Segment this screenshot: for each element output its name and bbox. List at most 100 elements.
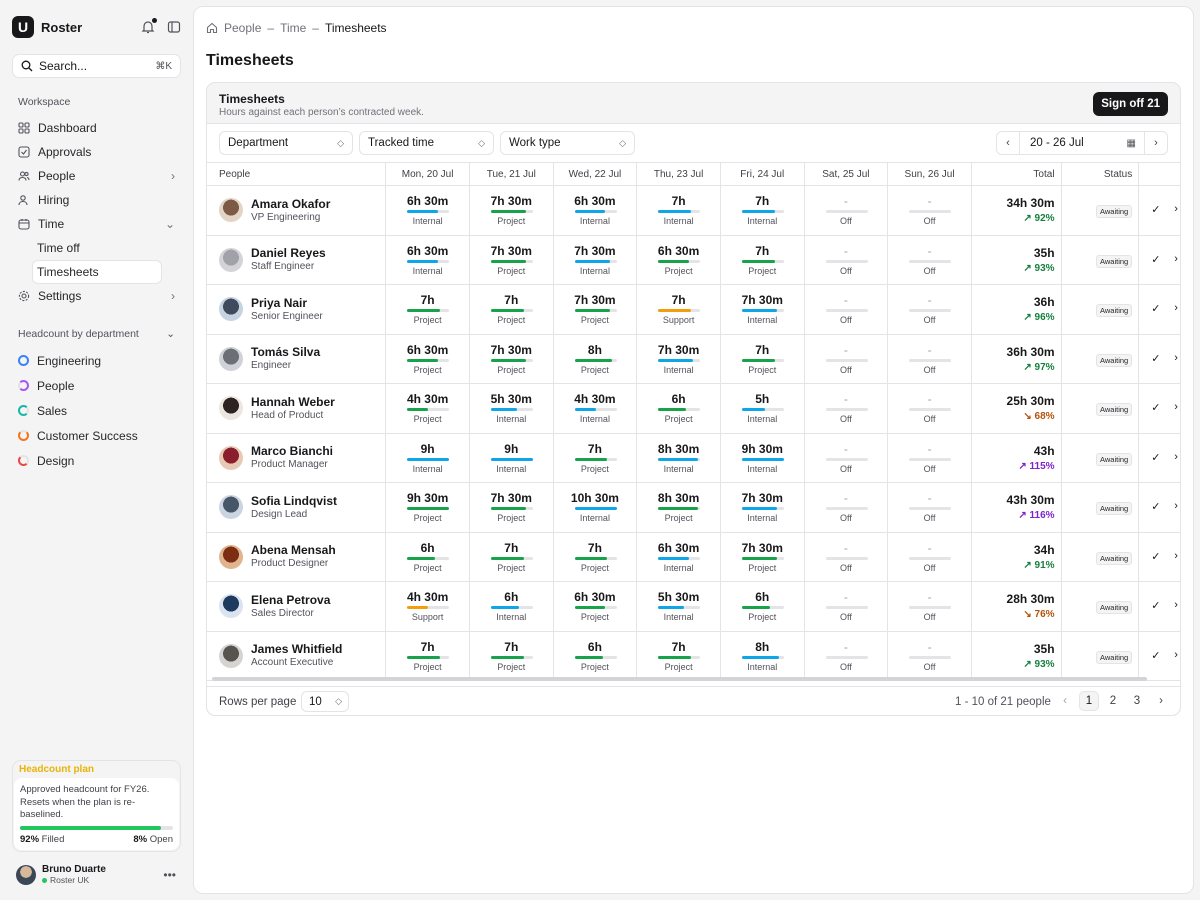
day-cell[interactable]: 6h Internal bbox=[470, 582, 554, 631]
day-cell[interactable]: 7h 30m Project bbox=[470, 483, 554, 532]
day-cell[interactable]: 4h 30m Project bbox=[386, 384, 470, 433]
chevron-right-icon[interactable]: › bbox=[1174, 252, 1178, 265]
approve-check-icon[interactable]: ✓ bbox=[1151, 402, 1161, 414]
day-cell[interactable]: 9h Internal bbox=[470, 433, 554, 482]
person-cell[interactable]: Marco Bianchi Product Manager bbox=[207, 433, 387, 482]
day-cell[interactable]: 8h 30m Project bbox=[637, 483, 721, 532]
chevron-right-icon[interactable]: › bbox=[1174, 599, 1178, 611]
day-cell[interactable]: 5h 30m Internal bbox=[470, 384, 554, 433]
approve-check-icon[interactable]: ✓ bbox=[1151, 253, 1161, 266]
day-cell[interactable]: 7h Support bbox=[637, 285, 721, 334]
day-cell[interactable]: 6h 30m Internal bbox=[386, 235, 470, 284]
table-row[interactable]: Tomás Silva Engineer 6h 30m Project 7h 3… bbox=[207, 334, 1180, 384]
day-cell[interactable]: - Off bbox=[888, 582, 972, 631]
sidebar-item-dashboard[interactable]: Dashboard bbox=[12, 116, 181, 140]
breadcrumb-people[interactable]: People bbox=[224, 21, 262, 35]
sidebar-item-time[interactable]: Time ⌄ bbox=[12, 212, 181, 236]
headcount-section-header[interactable]: Headcount by department ⌄ bbox=[18, 328, 175, 340]
day-cell[interactable]: 10h 30m Internal bbox=[554, 483, 638, 532]
day-cell[interactable]: 8h Project bbox=[554, 334, 638, 383]
day-cell[interactable]: 7h 30m Project bbox=[470, 235, 554, 284]
day-cell[interactable]: 7h Internal bbox=[721, 186, 805, 235]
day-cell[interactable]: 6h Project bbox=[721, 582, 805, 631]
day-cell[interactable]: 6h 30m Internal bbox=[554, 186, 638, 235]
sidebar-item-settings[interactable]: Settings › bbox=[12, 284, 181, 308]
bell-icon[interactable] bbox=[141, 18, 157, 34]
day-cell[interactable]: - Off bbox=[805, 582, 889, 631]
day-cell[interactable]: - Off bbox=[888, 384, 972, 433]
search-input[interactable]: Search... ⌘K bbox=[12, 54, 181, 78]
work-type-filter[interactable]: Work type ◇ bbox=[500, 131, 635, 155]
home-icon[interactable] bbox=[206, 22, 218, 34]
person-cell[interactable]: Sofia Lindqvist Design Lead bbox=[207, 483, 387, 532]
sidebar-item-people[interactable]: People › bbox=[12, 164, 181, 188]
person-cell[interactable]: Daniel Reyes Staff Engineer bbox=[207, 235, 387, 284]
chevron-right-icon[interactable]: › bbox=[1174, 450, 1178, 463]
person-cell[interactable]: Priya Nair Senior Engineer bbox=[207, 285, 387, 334]
day-cell[interactable]: - Off bbox=[888, 285, 972, 334]
day-cell[interactable]: - Off bbox=[888, 235, 972, 284]
day-cell[interactable]: 6h 30m Project bbox=[637, 235, 721, 284]
chevron-right-icon[interactable]: › bbox=[1174, 648, 1178, 661]
day-cell[interactable]: - Off bbox=[805, 186, 889, 235]
roster-logo[interactable]: U bbox=[12, 16, 34, 38]
rows-per-page-select[interactable]: 10 ◇ bbox=[301, 691, 349, 712]
day-cell[interactable]: 6h 30m Project bbox=[386, 334, 470, 383]
table-row[interactable]: Marco Bianchi Product Manager 9h Interna… bbox=[207, 433, 1180, 483]
day-cell[interactable]: 6h 30m Internal bbox=[637, 532, 721, 581]
table-row[interactable]: Hannah Weber Head of Product 4h 30m Proj… bbox=[207, 384, 1180, 434]
approve-check-icon[interactable]: ✓ bbox=[1151, 649, 1161, 662]
day-cell[interactable]: 7h Internal bbox=[637, 186, 721, 235]
day-cell[interactable]: - Off bbox=[888, 532, 972, 581]
day-cell[interactable]: 7h 30m Project bbox=[554, 285, 638, 334]
tracked-time-filter[interactable]: Tracked time ◇ bbox=[359, 131, 494, 155]
day-cell[interactable]: 6h Project bbox=[386, 532, 470, 581]
breadcrumb-time[interactable]: Time bbox=[280, 21, 307, 35]
date-range-field[interactable]: 20 - 26 Jul ▦ bbox=[1019, 132, 1145, 154]
day-cell[interactable]: 7h 30m Project bbox=[721, 532, 805, 581]
day-cell[interactable]: 9h Internal bbox=[386, 433, 470, 482]
day-cell[interactable]: 4h 30m Internal bbox=[554, 384, 638, 433]
day-cell[interactable]: 7h Project bbox=[554, 532, 638, 581]
day-cell[interactable]: 7h 30m Internal bbox=[721, 483, 805, 532]
day-cell[interactable]: 9h 30m Internal bbox=[721, 433, 805, 482]
day-cell[interactable]: - Off bbox=[888, 334, 972, 383]
day-cell[interactable]: 7h Project bbox=[721, 235, 805, 284]
page-button-3[interactable]: 3 bbox=[1133, 695, 1141, 707]
dept-item-engineering[interactable]: Engineering bbox=[12, 348, 181, 373]
table-row[interactable]: Elena Petrova Sales Director 4h 30m Supp… bbox=[207, 582, 1180, 632]
sidebar-toggle-icon[interactable] bbox=[167, 20, 181, 34]
table-row[interactable]: Daniel Reyes Staff Engineer 6h 30m Inter… bbox=[207, 235, 1180, 285]
previous-week-button[interactable]: ‹ bbox=[1006, 137, 1010, 149]
sign-off-button[interactable]: Sign off 21 bbox=[1093, 92, 1168, 116]
dept-item-customer-success[interactable]: Customer Success bbox=[12, 423, 181, 448]
dept-item-people[interactable]: People bbox=[12, 373, 181, 398]
approve-check-icon[interactable]: ✓ bbox=[1151, 600, 1161, 612]
day-cell[interactable]: 7h 30m Internal bbox=[637, 334, 721, 383]
day-cell[interactable]: 7h 30m Project bbox=[470, 334, 554, 383]
day-cell[interactable]: - Off bbox=[805, 483, 889, 532]
table-row[interactable]: Amara Okafor VP Engineering 6h 30m Inter… bbox=[207, 186, 1180, 236]
dept-item-design[interactable]: Design bbox=[12, 448, 181, 473]
day-cell[interactable]: 7h Project bbox=[470, 285, 554, 334]
approve-check-icon[interactable]: ✓ bbox=[1151, 303, 1161, 315]
table-row[interactable]: Priya Nair Senior Engineer 7h Project 7h… bbox=[207, 285, 1180, 335]
day-cell[interactable]: 7h Project bbox=[470, 532, 554, 581]
page-button-2[interactable]: 2 bbox=[1109, 695, 1117, 707]
day-cell[interactable]: 7h Project bbox=[386, 631, 470, 680]
more-icon[interactable]: ••• bbox=[163, 867, 176, 882]
day-cell[interactable]: 7h Project bbox=[721, 334, 805, 383]
previous-page-button[interactable]: ‹ bbox=[1063, 695, 1067, 707]
day-cell[interactable]: 4h 30m Support bbox=[386, 582, 470, 631]
chevron-right-icon[interactable]: › bbox=[1174, 549, 1178, 562]
day-cell[interactable]: 8h 30m Internal bbox=[637, 433, 721, 482]
next-week-button[interactable]: › bbox=[1154, 137, 1158, 149]
day-cell[interactable]: - Off bbox=[805, 235, 889, 284]
table-row[interactable]: Sofia Lindqvist Design Lead 9h 30m Proje… bbox=[207, 483, 1180, 533]
chevron-right-icon[interactable]: › bbox=[1174, 351, 1178, 364]
chevron-right-icon[interactable]: › bbox=[1174, 401, 1178, 413]
day-cell[interactable]: 7h 30m Project bbox=[470, 186, 554, 235]
day-cell[interactable]: - Off bbox=[805, 433, 889, 482]
sidebar-subitem-timesheets[interactable]: Timesheets bbox=[32, 260, 162, 284]
approve-check-icon[interactable]: ✓ bbox=[1151, 550, 1161, 563]
